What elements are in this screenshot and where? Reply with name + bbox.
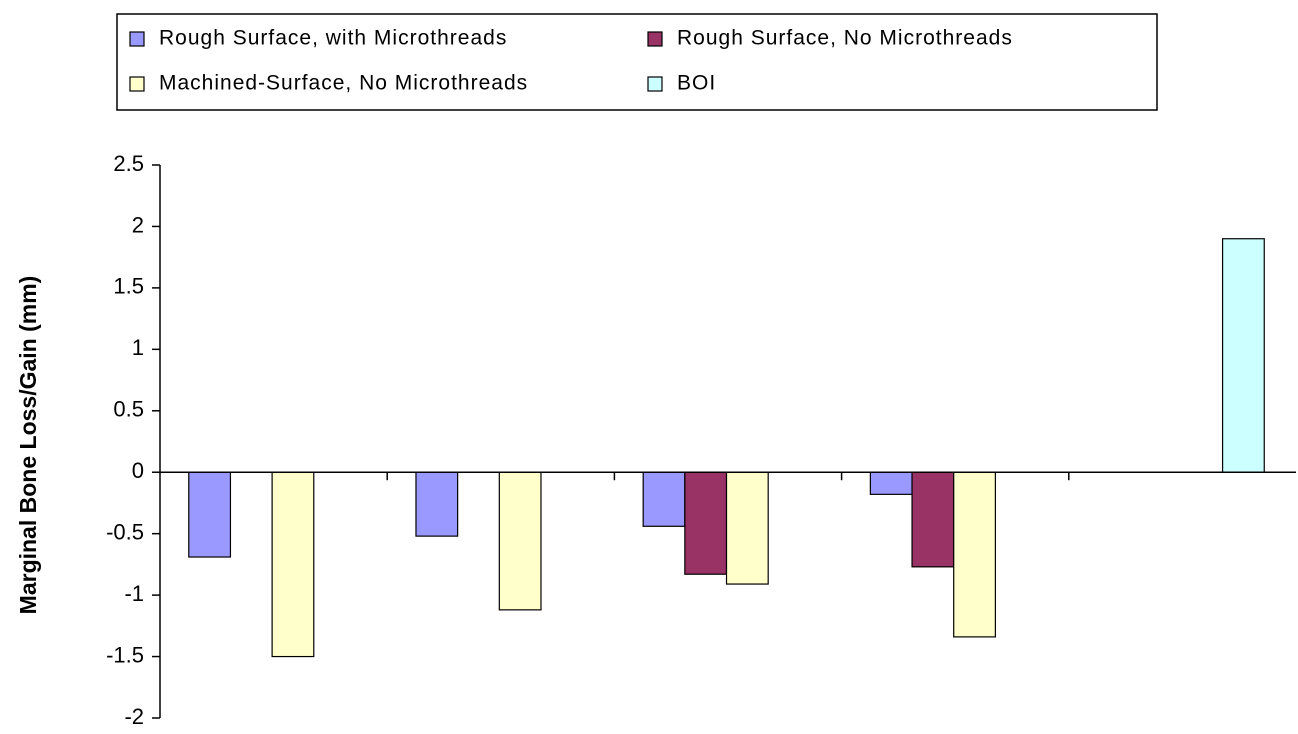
bar: [725, 471, 769, 585]
bar: [869, 471, 913, 495]
legend-label: Rough Surface, No Microthreads: [677, 27, 1013, 50]
y-tick-label: 1: [132, 335, 144, 360]
legend-swatch: [129, 31, 145, 47]
y-tick-label: -1: [124, 581, 144, 606]
legend-label: Rough Surface, with Microthreads: [159, 27, 507, 50]
bar: [188, 471, 232, 558]
bar: [1221, 238, 1265, 473]
bar: [271, 471, 315, 658]
bar: [684, 471, 728, 575]
y-tick-label: -1.5: [106, 642, 144, 667]
legend-label: BOI: [677, 72, 716, 95]
bar: [953, 471, 996, 638]
y-tick-label: 2.5: [113, 151, 144, 176]
legend-swatch: [647, 31, 663, 47]
y-tick-label: 0: [132, 458, 144, 483]
bar: [911, 471, 955, 568]
bar: [642, 471, 686, 527]
legend-swatch: [129, 76, 145, 92]
legend-label: Machined-Surface, No Microthreads: [159, 72, 528, 95]
legend-swatch: [647, 76, 663, 92]
y-axis-title: Marginal Bone Loss/Gain (mm): [15, 276, 41, 615]
legend-box: [116, 13, 1158, 111]
bar: [415, 471, 459, 537]
bar: [498, 471, 542, 611]
y-tick-label: 2: [132, 212, 144, 237]
y-tick-label: -0.5: [106, 519, 144, 544]
y-tick-label: 0.5: [113, 397, 144, 422]
y-tick-label: -2: [124, 704, 144, 729]
y-tick-label: 1.5: [113, 274, 144, 299]
